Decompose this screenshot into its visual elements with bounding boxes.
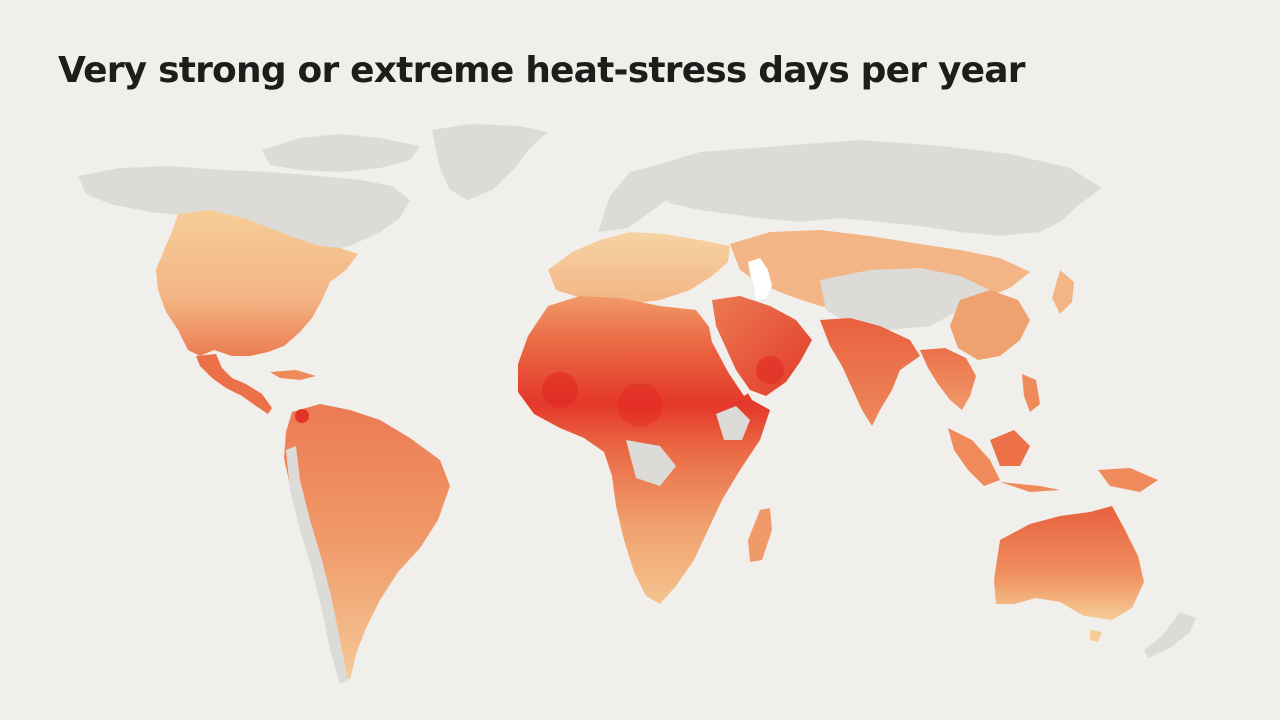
hotspot-sahara-west — [542, 372, 578, 408]
region-south-america — [284, 404, 450, 680]
region-indonesia — [948, 428, 1000, 486]
hotspot-arabia — [756, 356, 784, 384]
region-caspian-sea — [748, 258, 772, 300]
region-tasmania — [1090, 630, 1102, 642]
region-lesser-sunda — [1000, 482, 1060, 492]
region-southeast-asia — [920, 348, 976, 410]
map-title: Very strong or extreme heat-stress days … — [58, 50, 1025, 91]
region-south-asia — [820, 318, 920, 426]
region-europe — [548, 232, 730, 304]
region-north-america — [156, 210, 358, 356]
region-russia-north-asia — [640, 140, 1102, 236]
hotspot-venezuela — [295, 409, 309, 423]
region-new-guinea — [1098, 468, 1158, 492]
region-central-america — [196, 354, 272, 414]
region-congo-basin — [626, 440, 676, 486]
region-north-america-north — [78, 166, 410, 252]
region-caribbean — [270, 370, 316, 380]
region-australia — [994, 506, 1144, 620]
region-andes — [286, 446, 348, 684]
hotspot-sahel — [618, 383, 662, 427]
region-tibet-mongolia — [820, 268, 990, 330]
region-red-sea — [708, 322, 750, 396]
region-middle-east — [712, 296, 812, 396]
region-arctic-islands — [262, 134, 420, 172]
region-china-east — [950, 290, 1030, 360]
region-madagascar — [748, 508, 772, 562]
region-borneo — [990, 430, 1030, 466]
region-greenland — [432, 124, 548, 200]
region-ethiopian-highlands — [716, 406, 750, 440]
region-new-zealand — [1144, 612, 1196, 658]
region-philippines — [1022, 374, 1040, 412]
region-japan — [1052, 270, 1074, 314]
